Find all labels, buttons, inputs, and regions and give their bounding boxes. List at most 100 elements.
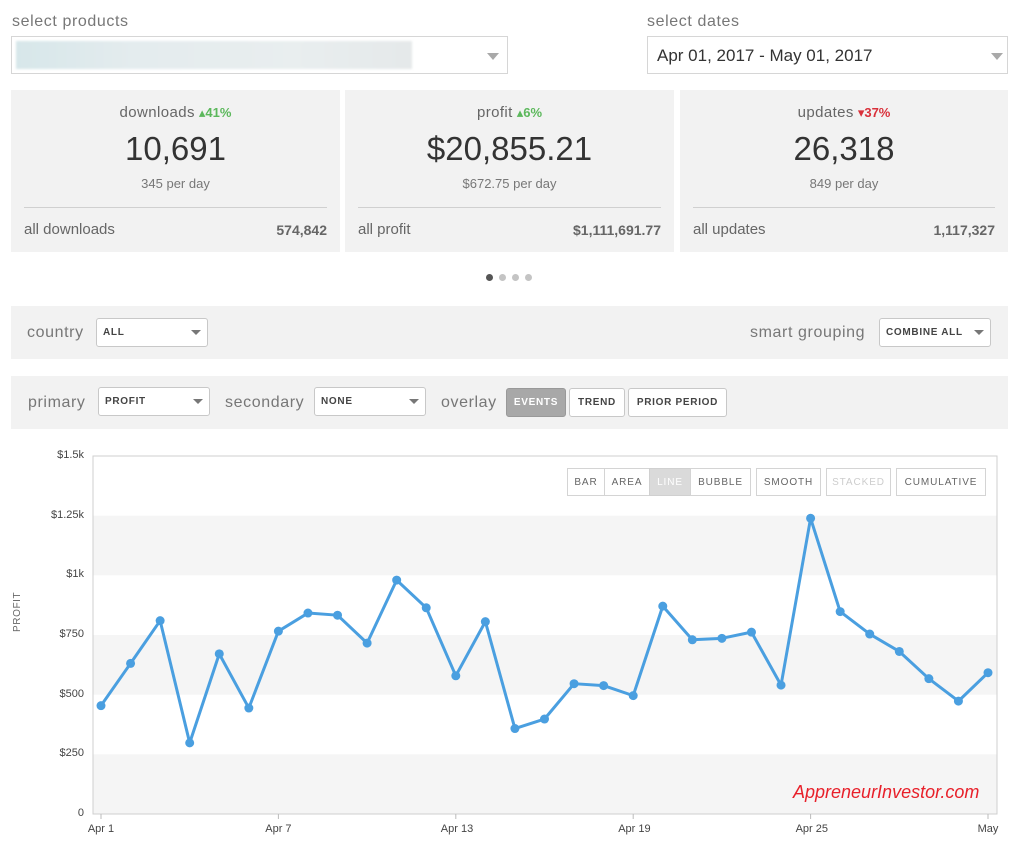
dates-select[interactable]: Apr 01, 2017 - May 01, 2017 — [647, 36, 1008, 74]
data-point[interactable] — [451, 671, 461, 681]
pager-dot-1[interactable] — [486, 274, 493, 281]
products-label: select products — [12, 13, 129, 30]
pager-dot-2[interactable] — [499, 274, 506, 281]
x-tick-label: Apr 1 — [87, 823, 115, 835]
data-point[interactable] — [983, 668, 993, 678]
chevron-down-icon — [191, 330, 201, 335]
data-point[interactable] — [894, 646, 904, 656]
pager-dot-4[interactable] — [525, 274, 532, 281]
grouping-label: smart grouping — [750, 324, 866, 341]
data-point[interactable] — [953, 696, 963, 706]
secondary-label: secondary — [225, 394, 305, 411]
chart-cumulative-button[interactable]: CUMULATIVE — [896, 468, 986, 496]
data-point[interactable] — [628, 691, 638, 701]
data-point[interactable] — [392, 575, 402, 585]
overlay-label: overlay — [441, 394, 497, 411]
grouping-dropdown[interactable]: COMBINE ALL — [879, 318, 991, 347]
data-point[interactable] — [924, 674, 934, 684]
data-point[interactable] — [865, 629, 875, 639]
dates-value: Apr 01, 2017 - May 01, 2017 — [657, 46, 873, 65]
y-tick-label: $250 — [59, 747, 84, 760]
data-point[interactable] — [599, 681, 609, 691]
chevron-down-icon — [193, 399, 203, 404]
data-point[interactable] — [96, 701, 106, 711]
data-point[interactable] — [569, 679, 579, 689]
products-select[interactable] — [11, 36, 508, 74]
data-point[interactable] — [776, 680, 786, 690]
data-point[interactable] — [717, 633, 727, 643]
country-dropdown[interactable]: ALL — [96, 318, 208, 347]
chart-type-area-button[interactable]: AREA — [604, 468, 650, 496]
delta-badge: ▾37% — [857, 105, 891, 120]
divider — [358, 207, 661, 208]
card-value: 26,318 — [793, 130, 895, 167]
stat-card-updates[interactable]: updates ▾37% 26,318 849 per day all updat… — [680, 90, 1008, 252]
country-label: country — [27, 324, 84, 341]
x-tick-marks — [100, 814, 989, 819]
divider — [693, 207, 995, 208]
card-per-day: 849 per day — [809, 176, 879, 191]
data-point[interactable] — [126, 658, 136, 668]
dates-label: select dates — [647, 13, 740, 30]
card-value: 10,691 — [125, 130, 226, 167]
stat-card-downloads[interactable]: downloads ▴41% 10,691 345 per day all dow… — [11, 90, 340, 252]
data-point[interactable] — [480, 617, 490, 627]
data-point[interactable] — [303, 608, 313, 618]
data-point[interactable] — [273, 626, 283, 636]
chevron-down-icon — [409, 399, 419, 404]
delta-value: 37% — [864, 105, 891, 120]
secondary-dropdown[interactable]: NONE — [314, 387, 426, 416]
data-point[interactable] — [155, 616, 165, 626]
primary-dropdown[interactable]: PROFIT — [98, 387, 210, 416]
data-point[interactable] — [421, 603, 431, 613]
data-point[interactable] — [746, 627, 756, 637]
card-title-text: profit — [476, 104, 513, 121]
data-point[interactable] — [540, 714, 549, 724]
data-point[interactable] — [333, 610, 343, 620]
products-value-redacted — [16, 41, 412, 69]
card-all-label: all updates — [693, 221, 766, 238]
data-point[interactable] — [510, 724, 520, 734]
card-per-day: $672.75 per day — [462, 176, 557, 191]
card-title: profit ▴6% — [345, 104, 674, 121]
data-point[interactable] — [185, 738, 195, 748]
delta-value: 6% — [523, 105, 543, 120]
data-point[interactable] — [362, 638, 372, 648]
overlay-trend-button[interactable]: TREND — [569, 388, 625, 417]
overlay-prior-period-button[interactable]: PRIOR PERIOD — [628, 388, 727, 417]
y-tick-label: 0 — [77, 807, 84, 819]
x-tick-label: Apr 25 — [795, 823, 829, 835]
x-tick-label: May — [977, 823, 999, 835]
data-point[interactable] — [214, 649, 224, 659]
card-title-text: updates — [797, 104, 854, 121]
stat-card-profit[interactable]: profit ▴6% $20,855.21 $672.75 per day all… — [345, 90, 674, 252]
chart-type-bar-button[interactable]: BAR — [567, 468, 605, 496]
overlay-events-button[interactable]: EVENTS — [506, 388, 566, 417]
data-points — [96, 513, 993, 748]
watermark: AppreneurInvestor.com — [793, 782, 980, 802]
chart-type-bubble-button[interactable]: BUBBLE — [690, 468, 751, 496]
secondary-value: NONE — [321, 396, 353, 407]
grouping-value: COMBINE ALL — [886, 327, 963, 338]
data-point[interactable] — [658, 601, 668, 611]
data-point[interactable] — [835, 607, 845, 617]
card-all-label: all downloads — [24, 221, 115, 238]
card-all-value: $1,111,691.77 — [573, 222, 661, 238]
data-point[interactable] — [244, 703, 254, 713]
grid-band — [93, 515, 997, 576]
card-all-value: 1,117,327 — [933, 222, 995, 238]
delta-value: 41% — [205, 105, 232, 120]
card-per-day: 345 per day — [141, 176, 210, 191]
data-point[interactable] — [687, 635, 697, 645]
chevron-down-icon — [991, 53, 1003, 60]
y-tick-label: $1.25k — [50, 508, 84, 521]
grid-bands — [93, 515, 997, 814]
primary-value: PROFIT — [105, 396, 146, 407]
chart-type-line-button[interactable]: LINE — [649, 468, 691, 496]
chart-smooth-button[interactable]: SMOOTH — [756, 468, 821, 496]
delta-badge: ▴6% — [516, 105, 543, 120]
pager-dot-3[interactable] — [512, 274, 519, 281]
data-point[interactable] — [806, 513, 816, 523]
chart-stacked-button[interactable]: STACKED — [826, 468, 891, 496]
